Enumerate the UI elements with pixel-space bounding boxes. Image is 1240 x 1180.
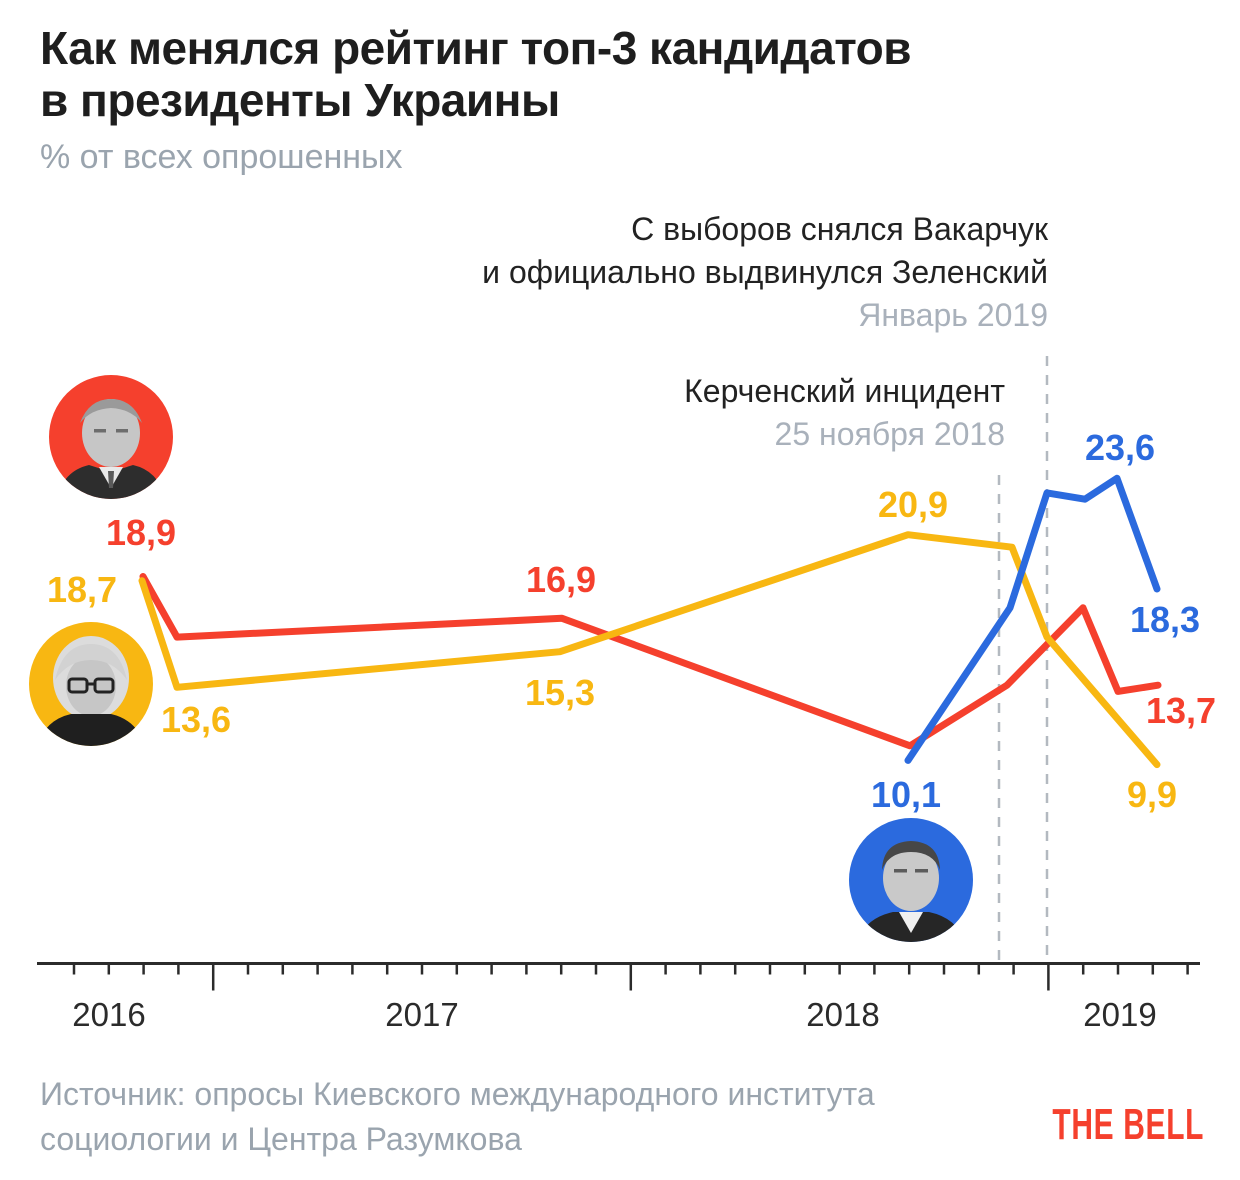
page-title: Как менялся рейтинг топ-3 кандидатов в п… (40, 22, 912, 126)
value-label-tymoshenko-18.7: 18,7 (46, 569, 118, 610)
year-label-2016: 2016 (72, 996, 146, 1033)
value-label-tymoshenko-15.3: 15,3 (524, 672, 596, 713)
value-label-tymoshenko-9.9: 9,9 (1126, 774, 1178, 815)
value-label-zelensky-23.6: 23,6 (1084, 427, 1156, 468)
annotation-vakarchuk-date: Январь 2019 (858, 297, 1048, 333)
annotation-kerch-date: 25 ноября 2018 (774, 416, 1005, 452)
source-line-1: Источник: опросы Киевского международног… (40, 1076, 875, 1112)
avatar-tymoshenko-image (29, 622, 153, 746)
annotation-vakarchuk-line2: и официально выдвинулся Зеленский (482, 254, 1048, 290)
value-label-tymoshenko-13.6: 13,6 (160, 699, 232, 740)
value-label-zelensky-10.1: 10,1 (870, 774, 942, 815)
value-label-poroshenko-13.7: 13,7 (1145, 690, 1217, 731)
source-note: Источник: опросы Киевского международног… (40, 1072, 875, 1162)
the-bell-logo: THE BELL (1052, 1100, 1204, 1149)
series-line-poroshenko (139, 573, 1162, 750)
annotation-vakarchuk: С выборов снялся Вакарчук и официально в… (482, 208, 1048, 337)
chart-subtitle: % от всех опрошенных (40, 138, 403, 176)
title-line-1: Как менялся рейтинг топ-3 кандидатов (40, 22, 912, 74)
series-line-tymoshenko (138, 531, 1161, 769)
avatar-zelensky-image (849, 818, 973, 942)
value-label-tymoshenko-20.9: 20,9 (877, 484, 949, 525)
title-line-2: в президенты Украины (40, 74, 560, 126)
avatar-tymoshenko (29, 622, 153, 746)
year-label-2018: 2018 (806, 996, 880, 1033)
value-label-zelensky-18.3: 18,3 (1129, 599, 1201, 640)
avatar-zelensky (849, 818, 973, 942)
value-label-poroshenko-18.9: 18,9 (105, 512, 177, 553)
value-label-poroshenko-16.9: 16,9 (525, 559, 597, 600)
annotation-vakarchuk-line1: С выборов снялся Вакарчук (631, 211, 1048, 247)
source-line-2: социологии и Центра Разумкова (40, 1121, 522, 1157)
year-label-2017: 2017 (385, 996, 459, 1033)
year-label-2019: 2019 (1083, 996, 1157, 1033)
avatar-poroshenko-image (49, 375, 173, 499)
avatar-poroshenko (49, 375, 173, 499)
annotation-kerch-line1: Керченский инцидент (684, 373, 1005, 409)
annotation-kerch: Керченский инцидент 25 ноября 2018 (684, 370, 1005, 456)
